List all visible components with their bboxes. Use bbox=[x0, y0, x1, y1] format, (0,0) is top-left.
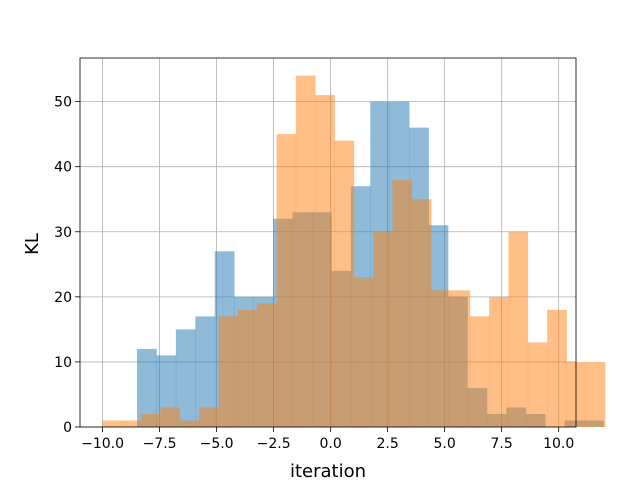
x-tick-label: −2.5 bbox=[257, 436, 291, 452]
y-tick-label: 20 bbox=[54, 290, 72, 306]
histogram-bar-series-2 bbox=[335, 141, 355, 427]
y-axis-ticks: 0 10 20 30 40 50 bbox=[54, 95, 80, 436]
histogram-bar-series-2 bbox=[547, 310, 567, 427]
histogram-bar-series-2 bbox=[528, 342, 548, 427]
histogram-bar-series-2 bbox=[103, 420, 123, 427]
histogram-bar-series-2 bbox=[122, 420, 142, 427]
histogram-bar-series-2 bbox=[257, 303, 277, 427]
histogram-bar-series-2 bbox=[431, 290, 451, 427]
y-tick-label: 10 bbox=[54, 355, 72, 371]
x-tick-label: 2.5 bbox=[377, 436, 399, 452]
histogram-bar-series-2 bbox=[277, 134, 297, 427]
histogram-bar-series-2 bbox=[412, 199, 432, 427]
histogram-bar-series-2 bbox=[393, 180, 413, 427]
histogram-bar-series-2 bbox=[354, 277, 374, 427]
histogram-bars bbox=[103, 76, 606, 427]
y-tick-label: 50 bbox=[54, 95, 72, 111]
histogram-bar-series-2 bbox=[180, 420, 200, 427]
histogram-bar-series-2 bbox=[238, 310, 258, 427]
x-tick-label: 5.0 bbox=[434, 436, 456, 452]
y-tick-label: 0 bbox=[63, 420, 72, 436]
y-axis-label: KL bbox=[22, 233, 43, 255]
x-tick-label: −5.0 bbox=[200, 436, 234, 452]
x-axis-label: iteration bbox=[290, 461, 366, 480]
histogram-bar-series-2 bbox=[199, 407, 219, 427]
histogram-bar-series-2 bbox=[470, 316, 490, 427]
histogram-bar-series-2 bbox=[489, 297, 509, 427]
histogram-bar-series-2 bbox=[315, 95, 335, 427]
x-tick-label: −10.0 bbox=[81, 436, 124, 452]
y-tick-label: 30 bbox=[54, 225, 72, 241]
histogram-bar-series-2 bbox=[161, 407, 181, 427]
y-tick-label: 40 bbox=[54, 160, 72, 176]
histogram-bar-series-2 bbox=[586, 362, 606, 427]
histogram-bar-series-2 bbox=[296, 76, 316, 427]
histogram-bar-series-2 bbox=[219, 316, 239, 427]
histogram-bar-series-2 bbox=[508, 232, 528, 427]
x-tick-label: −7.5 bbox=[143, 436, 177, 452]
histogram-bar-series-2 bbox=[451, 290, 471, 427]
histogram-bar-series-2 bbox=[141, 414, 161, 427]
x-tick-label: 7.5 bbox=[491, 436, 513, 452]
histogram-bar-series-2 bbox=[373, 232, 393, 427]
x-axis-ticks: −10.0 −7.5 −5.0 −2.5 0.0 2.5 5.0 7.5 10.0 bbox=[81, 427, 574, 452]
x-tick-label: 10.0 bbox=[543, 436, 574, 452]
x-tick-label: 0.0 bbox=[319, 436, 341, 452]
